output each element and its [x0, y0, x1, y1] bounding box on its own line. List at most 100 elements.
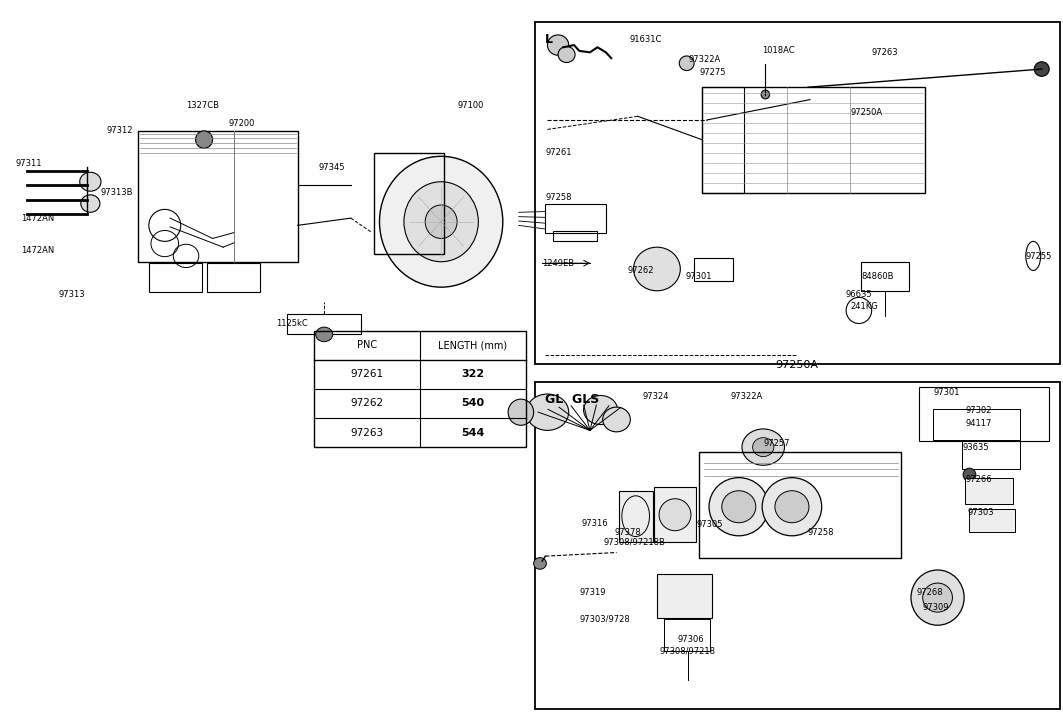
Text: 97263: 97263 — [350, 427, 384, 438]
Text: 97311: 97311 — [16, 159, 43, 168]
Text: 1125kC: 1125kC — [276, 319, 308, 328]
Bar — [149, 263, 202, 292]
Text: 241KG: 241KG — [850, 302, 878, 311]
Bar — [138, 131, 298, 262]
Ellipse shape — [742, 429, 784, 465]
Text: 540: 540 — [461, 398, 485, 409]
Ellipse shape — [534, 558, 546, 569]
Text: PNC: PNC — [357, 340, 376, 350]
Text: 97275: 97275 — [699, 68, 726, 77]
Ellipse shape — [923, 583, 952, 612]
Text: 97250A: 97250A — [776, 360, 819, 370]
Bar — [553, 231, 597, 241]
Ellipse shape — [379, 156, 503, 287]
Ellipse shape — [316, 327, 333, 342]
Bar — [545, 204, 606, 233]
Ellipse shape — [775, 491, 809, 523]
Bar — [702, 87, 744, 193]
Text: GL  GLS: GL GLS — [545, 393, 600, 406]
Text: 1472AN: 1472AN — [21, 246, 54, 255]
Text: 97306: 97306 — [677, 635, 704, 644]
Ellipse shape — [404, 182, 478, 262]
Text: 1249EB: 1249EB — [542, 259, 574, 268]
Bar — [535, 382, 1060, 709]
Ellipse shape — [761, 90, 770, 99]
Text: 97302: 97302 — [965, 406, 992, 415]
Text: 97308/97218: 97308/97218 — [659, 646, 715, 655]
Ellipse shape — [709, 478, 769, 536]
Bar — [207, 263, 260, 292]
Text: 97258: 97258 — [808, 528, 834, 537]
Text: LENGTH (mm): LENGTH (mm) — [438, 340, 508, 350]
Ellipse shape — [196, 131, 213, 148]
Bar — [965, 478, 1013, 504]
Text: 1472AN: 1472AN — [21, 214, 54, 222]
Text: 544: 544 — [461, 427, 485, 438]
Bar — [664, 619, 710, 651]
Ellipse shape — [558, 47, 575, 63]
Text: 97313B: 97313B — [101, 188, 134, 197]
Text: 97322A: 97322A — [730, 392, 762, 401]
Text: 93635: 93635 — [962, 443, 989, 451]
Text: 97301: 97301 — [933, 388, 960, 397]
Ellipse shape — [80, 172, 101, 191]
Text: 94117: 94117 — [965, 419, 992, 427]
Ellipse shape — [762, 478, 822, 536]
Ellipse shape — [425, 205, 457, 238]
Text: L: L — [545, 33, 554, 46]
Text: 97200: 97200 — [229, 119, 255, 128]
Ellipse shape — [753, 438, 774, 457]
Ellipse shape — [584, 395, 618, 425]
Text: 97258: 97258 — [545, 193, 572, 202]
Text: 1327CB: 1327CB — [186, 101, 219, 110]
Ellipse shape — [634, 247, 680, 291]
Bar — [969, 509, 1015, 532]
Ellipse shape — [722, 491, 756, 523]
Bar — [933, 409, 1020, 440]
Text: 97309: 97309 — [923, 603, 949, 611]
Bar — [861, 262, 909, 291]
Bar — [699, 452, 901, 558]
Text: 97255: 97255 — [1026, 252, 1052, 261]
Text: 96635: 96635 — [845, 290, 872, 299]
Bar — [619, 491, 653, 542]
Text: 97257: 97257 — [763, 439, 790, 448]
Text: 322: 322 — [461, 369, 485, 379]
Bar — [919, 387, 1049, 441]
Ellipse shape — [911, 570, 964, 625]
Text: 1018AC: 1018AC — [762, 47, 795, 55]
Ellipse shape — [963, 468, 976, 481]
Text: 97261: 97261 — [350, 369, 384, 379]
Text: 97324: 97324 — [642, 392, 669, 401]
Text: 97345: 97345 — [319, 163, 345, 172]
Text: 97263: 97263 — [872, 48, 898, 57]
Text: 97322A: 97322A — [689, 55, 721, 64]
Bar — [962, 441, 1020, 469]
Ellipse shape — [659, 499, 691, 531]
Text: 97316: 97316 — [581, 519, 608, 528]
Bar — [374, 153, 444, 254]
Text: 97378: 97378 — [614, 528, 641, 537]
Bar — [314, 331, 526, 447]
Ellipse shape — [603, 407, 630, 432]
Bar — [654, 487, 696, 542]
Text: 97308/97218B: 97308/97218B — [604, 537, 665, 546]
Text: 97262: 97262 — [627, 266, 654, 275]
Text: 97100: 97100 — [457, 101, 484, 110]
Text: 97305: 97305 — [696, 521, 723, 529]
Text: 97313: 97313 — [58, 290, 85, 299]
Bar — [694, 258, 733, 281]
Bar — [702, 87, 925, 193]
Text: 91631C: 91631C — [629, 36, 661, 44]
Text: 97319: 97319 — [579, 588, 606, 597]
Text: 97303/9728: 97303/9728 — [579, 615, 630, 624]
Ellipse shape — [508, 399, 534, 425]
Text: 97250A: 97250A — [850, 108, 882, 117]
Text: 97262: 97262 — [350, 398, 384, 409]
Bar — [535, 22, 1060, 364]
Text: 84860B: 84860B — [861, 272, 894, 281]
Text: 97301: 97301 — [686, 272, 712, 281]
Bar — [657, 574, 712, 618]
Ellipse shape — [547, 35, 569, 55]
Bar — [287, 314, 361, 334]
